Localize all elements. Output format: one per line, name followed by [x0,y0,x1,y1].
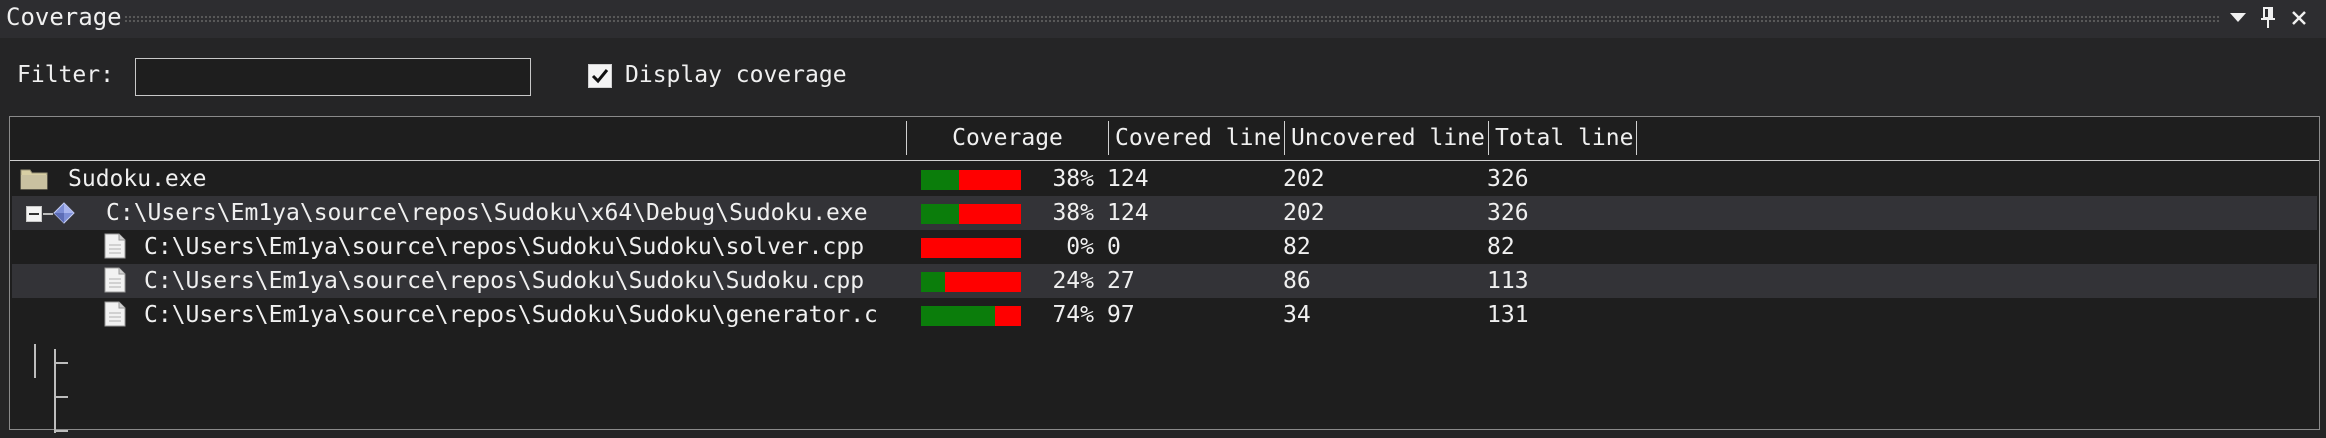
uncovered-lines: 202 [1283,166,1325,192]
total-lines: 326 [1487,166,1529,192]
row-name: C:\Users\Em1ya\source\repos\Sudoku\Sudok… [144,234,865,260]
panel-menu-dropdown-icon[interactable] [2224,4,2252,32]
coverage-toolbar: Filter: Display coverage [0,38,2326,116]
tree-row[interactable]: C:\Users\Em1ya\source\repos\Sudoku\Sudok… [12,230,2317,264]
column-header-uncovered-line[interactable]: Uncovered line [1284,121,1488,155]
coverage-bar-fill [921,204,959,224]
tree-guide-line [54,349,56,433]
row-name: C:\Users\Em1ya\source\repos\Sudoku\x64\D… [106,200,868,226]
file-icon [104,301,126,327]
coverage-bar [921,272,1021,292]
uncovered-lines: 82 [1283,234,1311,260]
column-header-coverage[interactable]: Coverage [906,121,1108,155]
covered-lines: 124 [1107,166,1149,192]
column-header-covered-line[interactable]: Covered line [1108,121,1284,155]
file-icon [104,233,126,259]
coverage-bar [921,204,1021,224]
coverage-percent: 24% [1052,268,1094,294]
display-coverage-checkbox[interactable] [588,64,612,88]
tree-guide-line [43,213,53,215]
coverage-bar-fill [921,272,945,292]
total-lines: 131 [1487,302,1529,328]
coverage-bar [921,238,1021,258]
binary-module-icon [53,202,75,224]
file-icon [104,267,126,293]
column-header-end-divider [1636,121,1640,155]
coverage-bar-fill [921,306,995,326]
tree-row[interactable]: C:\Users\Em1ya\source\repos\Sudoku\Sudok… [12,264,2317,298]
tree-row[interactable]: C:\Users\Em1ya\source\repos\Sudoku\Sudok… [12,298,2317,332]
tree-guide-line [54,362,68,364]
coverage-percent: 38% [1052,200,1094,226]
uncovered-lines: 202 [1283,200,1325,226]
total-lines: 82 [1487,234,1515,260]
uncovered-lines: 86 [1283,268,1311,294]
coverage-tree-view[interactable]: Coverage Covered line Uncovered line Tot… [9,116,2320,433]
row-name: C:\Users\Em1ya\source\repos\Sudoku\Sudok… [144,268,865,294]
close-icon[interactable] [2285,4,2313,32]
panel-title-bar: Coverage [0,0,2326,38]
column-header-total-line[interactable]: Total line [1488,121,1636,155]
covered-lines: 124 [1107,200,1149,226]
tree-row[interactable]: C:\Users\Em1ya\source\repos\Sudoku\x64\D… [12,196,2317,230]
pin-icon[interactable] [2254,4,2282,32]
folder-icon [20,169,48,190]
total-lines: 113 [1487,268,1529,294]
coverage-percent: 74% [1052,302,1094,328]
title-bar-grip[interactable] [124,15,2220,23]
row-name: C:\Users\Em1ya\source\repos\Sudoku\Sudok… [144,302,878,328]
uncovered-lines: 34 [1283,302,1311,328]
tree-guide-line [34,344,36,378]
covered-lines: 0 [1107,234,1121,260]
coverage-percent: 0% [1066,234,1094,260]
filter-label: Filter: [17,62,114,88]
coverage-bar [921,306,1021,326]
collapse-toggle-icon[interactable] [26,206,42,222]
panel-title: Coverage [6,3,122,31]
coverage-percent: 38% [1052,166,1094,192]
filter-input[interactable] [135,58,531,96]
tree-guide-line [54,396,68,398]
coverage-bar-fill [921,170,959,190]
total-lines: 326 [1487,200,1529,226]
row-name: Sudoku.exe [68,166,207,192]
checkmark-icon [591,69,609,84]
column-header-row: Coverage Covered line Uncovered line Tot… [10,117,2319,161]
tree-guide-line [54,430,68,432]
covered-lines: 27 [1107,268,1135,294]
display-coverage-label[interactable]: Display coverage [625,62,847,88]
covered-lines: 97 [1107,302,1135,328]
column-header-name[interactable] [10,121,906,155]
tree-row[interactable]: Sudoku.exe 38% 124 202 326 [12,162,2317,196]
coverage-bar [921,170,1021,190]
